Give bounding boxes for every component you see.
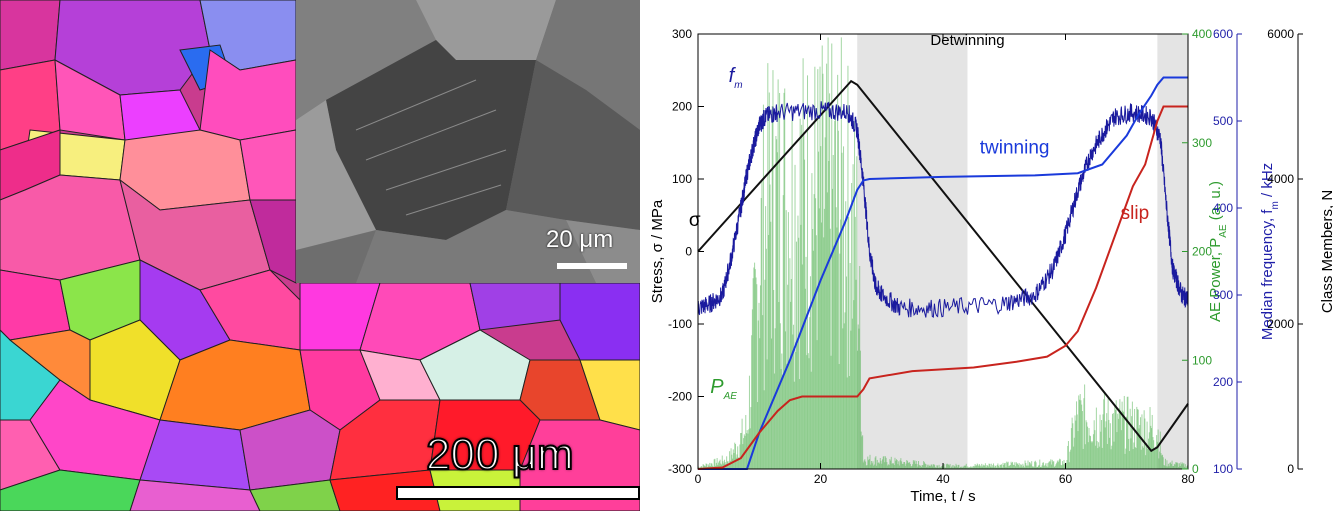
x-tick-label: 0 [695,472,702,486]
shaded-regions [857,34,1188,469]
freq-tick-label: 600 [1213,27,1233,41]
ae-axis-title: AE Power, PAE (a. u.) [1207,181,1229,322]
class-tick-label: 2000 [1267,317,1294,331]
series-line-slip [697,105,1188,470]
stress-tick-label: -200 [668,390,692,404]
series-line-twinning [698,76,1188,470]
annotation-slip: slip [1121,203,1150,224]
inset-scale-bar-label: 20 μm [546,226,614,253]
freq-tick-label: 500 [1213,114,1233,128]
x-axis-title: Time, t / s [910,488,975,505]
annotations: Detwinning σ fm twinning slip PAE [689,32,1149,402]
detwinning-shaded-region [857,34,968,469]
ebsd-grain-image [0,0,640,511]
freq-tick-label: 400 [1213,201,1233,215]
ae-power-series [697,37,1189,469]
x-tick-label: 40 [936,472,950,486]
stress-tick-label: 300 [672,27,692,41]
stress-tick-label: 100 [672,172,692,186]
series-line-f-m [697,101,1189,318]
x-tick-label: 20 [814,472,828,486]
annotation-detwinning: Detwinning [930,32,1004,49]
x-tick-label: 60 [1059,472,1073,486]
stress-tick-label: -300 [668,462,692,476]
class-tick-label: 4000 [1267,172,1294,186]
series-lines [697,76,1189,470]
annotation-p: PAE [710,376,737,402]
class-tick-label: 0 [1287,462,1294,476]
main-scale-bar [396,486,640,500]
stress-tick-label: -100 [668,317,692,331]
sem-grain-picture [296,0,640,283]
ae-tick-label: 300 [1192,136,1212,150]
class-axis-title: Class Members, N [1319,190,1333,313]
freq-tick-label: 200 [1213,375,1233,389]
x-tick-label: 80 [1181,472,1195,486]
ae-tick-label: 0 [1192,462,1199,476]
stress-tick-label: 200 [672,100,692,114]
ae-tick-label: 200 [1192,245,1212,259]
ae-tick-label: 100 [1192,353,1212,367]
annotation-f: fm [729,65,743,91]
annotation-σ: σ [689,210,701,231]
main-scale-bar-label: 200 μm [425,429,575,480]
freq-tick-label: 100 [1213,462,1233,476]
stress-tick-label: 0 [685,245,692,259]
inset-scale-bar [557,263,627,269]
ebsd-orientation-map: 20 μm 200 μm [0,0,640,511]
class-tick-label: 6000 [1267,27,1294,41]
stress-axis-title: Stress, σ / MPa [649,199,666,303]
freq-axis-title: Median frequency, fm / kHz [1259,163,1281,340]
freq-tick-label: 300 [1213,288,1233,302]
sem-inset-image: 20 μm [296,0,640,283]
annotation-twinning: twinning [980,138,1050,159]
ae-tick-label: 400 [1192,27,1212,41]
